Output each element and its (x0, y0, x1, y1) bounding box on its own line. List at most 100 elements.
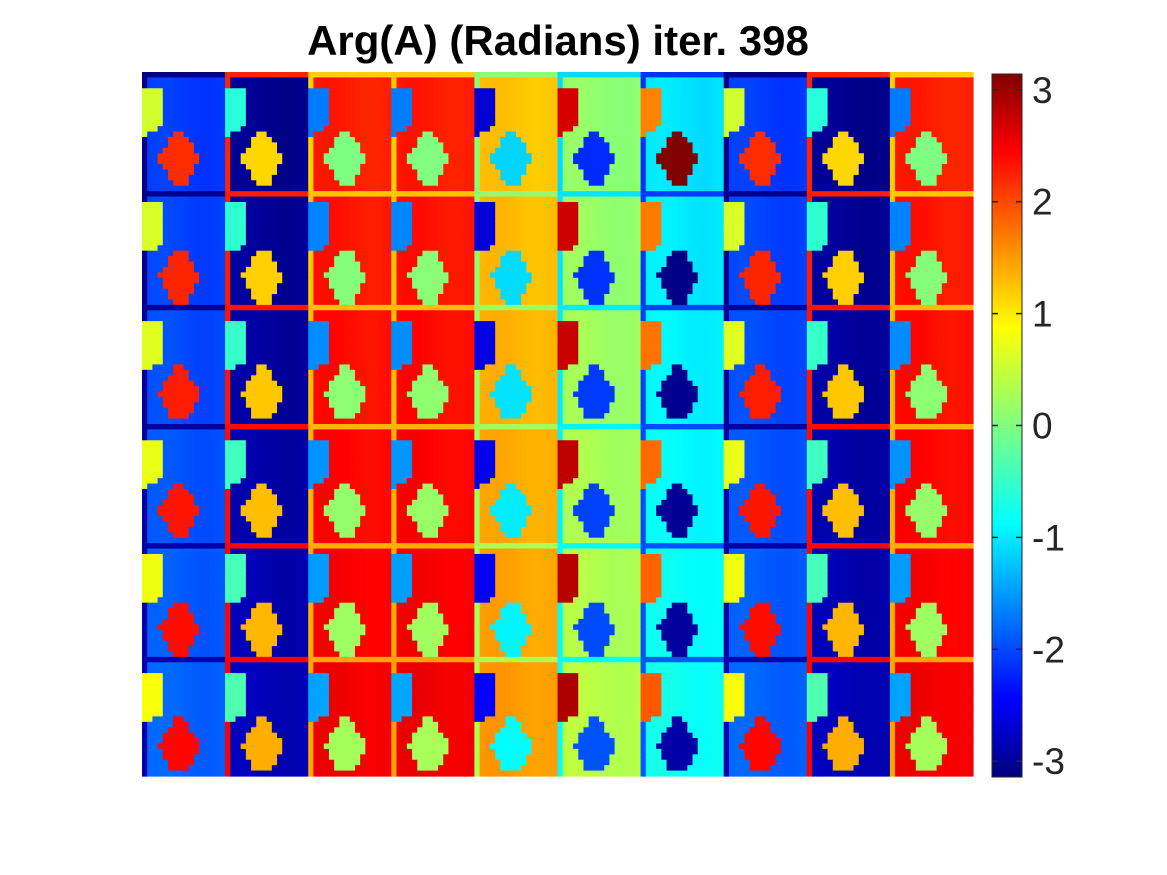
heatmap-cell (422, 245, 429, 252)
heatmap-cell (142, 180, 148, 187)
heatmap-cell (484, 147, 491, 154)
heatmap-cell (848, 185, 855, 192)
heatmap-cell (386, 99, 392, 106)
heatmap-cell (832, 245, 839, 252)
heatmap-cell (245, 104, 252, 111)
heatmap-cell (879, 180, 886, 187)
heatmap-cell (583, 315, 590, 322)
heatmap-cell (796, 142, 803, 149)
heatmap-cell (692, 185, 699, 192)
heatmap-cell (879, 126, 886, 133)
heatmap-cell (245, 99, 252, 106)
heatmap-cell (365, 294, 377, 301)
heatmap-cell (822, 310, 834, 317)
heatmap-cell (889, 299, 896, 306)
heatmap-cell (188, 131, 195, 138)
heatmap-cell (386, 164, 392, 171)
heatmap-cell (458, 88, 465, 95)
heatmap-cell (697, 315, 709, 322)
heatmap-cell (666, 142, 694, 149)
heatmap-cell (328, 147, 361, 154)
heatmap-cell (531, 201, 543, 208)
heatmap-cell (225, 104, 247, 111)
heatmap-cell (386, 288, 392, 295)
heatmap-cell (941, 223, 948, 230)
heatmap-cell (936, 104, 943, 111)
heatmap-cell (962, 153, 969, 160)
heatmap-cell (874, 207, 881, 214)
heatmap-cell (796, 136, 803, 143)
heatmap-cell (806, 229, 829, 236)
heatmap-cell (863, 147, 875, 154)
heatmap-cell (547, 288, 553, 295)
heatmap-cell (910, 109, 917, 116)
heatmap-cell (292, 131, 299, 138)
heatmap-cell (775, 77, 782, 84)
heatmap-cell (874, 277, 881, 284)
heatmap-cell (277, 82, 283, 89)
heatmap-cell (167, 88, 174, 95)
heatmap-cell (240, 147, 247, 154)
heatmap-cell (879, 234, 886, 241)
heatmap-cell (967, 109, 974, 116)
heatmap-cell (448, 136, 460, 143)
heatmap-cell (380, 239, 387, 246)
heatmap-cell (614, 142, 626, 149)
heatmap-cell (900, 77, 907, 84)
heatmap-cell (365, 131, 377, 138)
heatmap-cell (573, 126, 585, 133)
heatmap-cell (464, 283, 470, 290)
heatmap-cell (495, 207, 501, 214)
heatmap-cell (723, 299, 730, 306)
heatmap-cell (251, 99, 257, 106)
heatmap-cell (604, 82, 611, 89)
heatmap-cell (526, 256, 533, 263)
heatmap-cell (921, 299, 938, 306)
heatmap-cell (811, 315, 818, 322)
heatmap-cell (713, 288, 720, 295)
heatmap-cell (848, 223, 855, 230)
heatmap-cell (780, 158, 792, 165)
heatmap-cell (401, 77, 408, 84)
heatmap-cell (801, 299, 808, 306)
heatmap-cell (811, 299, 818, 306)
heatmap-cell (640, 304, 725, 311)
heatmap-cell (303, 180, 309, 187)
heatmap-cell (380, 299, 387, 306)
heatmap-cell (438, 299, 444, 306)
heatmap-cell (448, 315, 460, 322)
heatmap-cell (947, 294, 959, 301)
heatmap-cell (593, 310, 600, 317)
heatmap-cell (754, 82, 761, 89)
heatmap-cell (406, 288, 418, 295)
heatmap-cell (271, 120, 278, 127)
heatmap-cell (157, 288, 169, 295)
heatmap-cell (474, 93, 496, 100)
heatmap-cell (469, 288, 475, 295)
heatmap-cell (874, 299, 881, 306)
heatmap-cell (879, 310, 886, 317)
heatmap-cell (323, 77, 335, 84)
heatmap-cell (360, 201, 366, 208)
heatmap-cell (801, 164, 808, 171)
heatmap-cell (313, 283, 320, 290)
heatmap-cell (926, 212, 933, 219)
heatmap-cell (531, 153, 543, 160)
heatmap-cell (837, 223, 844, 230)
heatmap-cell (941, 250, 948, 257)
heatmap-cell (936, 234, 943, 241)
heatmap-cell (853, 93, 860, 100)
heatmap-cell (843, 120, 849, 127)
heatmap-cell (936, 131, 943, 138)
heatmap-cell (915, 294, 938, 301)
heatmap-cell (796, 315, 803, 322)
heatmap-cell (225, 142, 231, 149)
heatmap-cell (749, 126, 756, 133)
heatmap-cell (583, 261, 611, 268)
heatmap-cell (567, 196, 574, 203)
heatmap-cell (947, 158, 959, 165)
heatmap-cell (380, 294, 387, 301)
heatmap-cell (884, 310, 891, 317)
heatmap-cell (879, 196, 886, 203)
heatmap-cell (391, 158, 398, 165)
